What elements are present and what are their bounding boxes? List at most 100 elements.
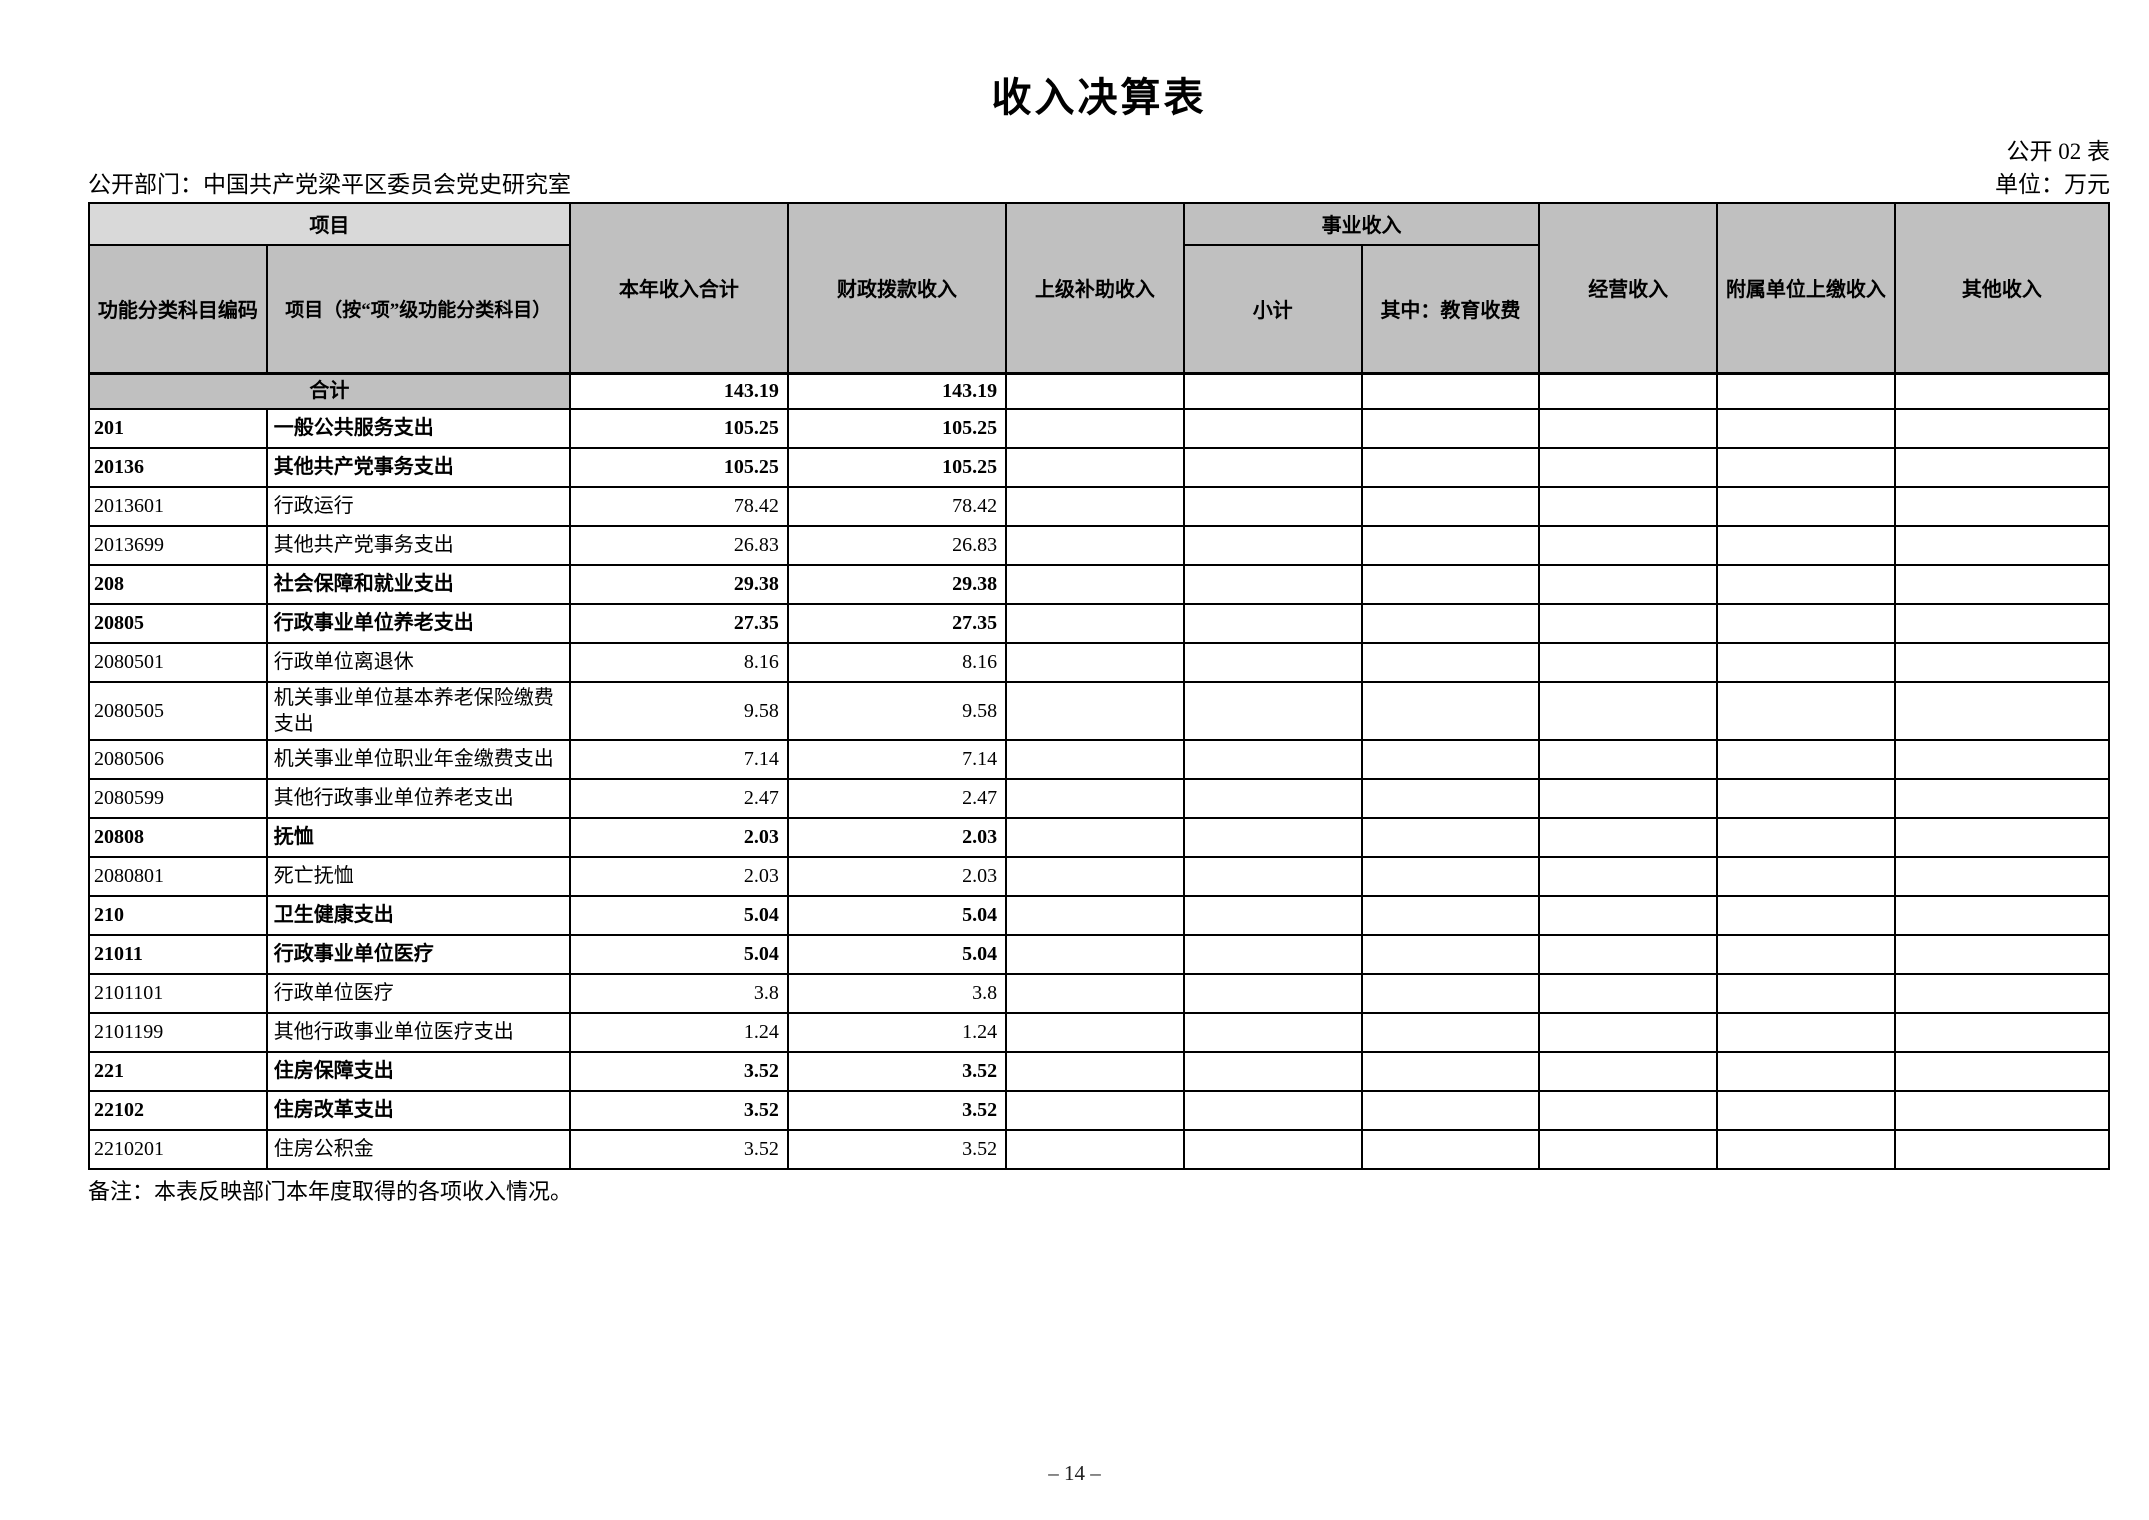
department-label: 公开部门：中国共产党梁平区委员会党史研究室 xyxy=(88,171,571,197)
cell-affiliated xyxy=(1716,894,1896,936)
cell-total: 78.42 xyxy=(568,485,789,527)
table-row: 21011 行政事业单位医疗 5.04 5.04 xyxy=(88,933,2111,975)
cell-subtotal xyxy=(1182,933,1363,975)
cell-other xyxy=(1893,485,2111,527)
cell-affiliated xyxy=(1716,446,1896,488)
cell-total: 3.52 xyxy=(568,1089,789,1131)
cell-function-code: 210 xyxy=(88,894,268,936)
cell-superior xyxy=(1005,1011,1185,1053)
cell-operating xyxy=(1538,894,1719,936)
header-business-income-group: 事业收入 xyxy=(1182,201,1541,246)
cell-superior xyxy=(1005,894,1185,936)
cell-education xyxy=(1360,816,1541,858)
header-total-income: 本年收入合计 xyxy=(568,201,789,374)
cell-fiscal: 2.47 xyxy=(786,777,1008,819)
cell-fiscal: 2.03 xyxy=(786,855,1008,897)
cell-total: 105.25 xyxy=(568,407,789,449)
cell-affiliated xyxy=(1716,933,1896,975)
cell-subtotal xyxy=(1182,1050,1363,1092)
cell-item: 其他行政事业单位医疗支出 xyxy=(265,1011,571,1053)
cell-other xyxy=(1893,1089,2111,1131)
cell-item: 行政事业单位养老支出 xyxy=(265,602,571,644)
cell-education xyxy=(1360,680,1541,741)
cell-superior xyxy=(1005,1128,1185,1170)
table-row: 210 卫生健康支出 5.04 5.04 xyxy=(88,894,2111,936)
cell-function-code: 21011 xyxy=(88,933,268,975)
cell-superior xyxy=(1005,563,1185,605)
cell-superior xyxy=(1005,680,1185,741)
cell-item: 住房改革支出 xyxy=(265,1089,571,1131)
cell-education xyxy=(1360,563,1541,605)
header-function-code: 功能分类科目编码 xyxy=(88,243,268,374)
cell-function-code: 2080501 xyxy=(88,641,268,683)
table-header: 项目 本年收入合计 财政拨款收入 上级补助收入 事业收入 经营收入 附属单位上缴… xyxy=(88,201,2111,374)
cell-function-code: 2101101 xyxy=(88,972,268,1014)
cell-total: 143.19 xyxy=(568,371,789,410)
cell-subtotal xyxy=(1182,563,1363,605)
cell-item: 抚恤 xyxy=(265,816,571,858)
table-row: 2101101 行政单位医疗 3.8 3.8 xyxy=(88,972,2111,1014)
cell-other xyxy=(1893,563,2111,605)
cell-affiliated xyxy=(1716,371,1896,410)
header-affiliated-income: 附属单位上缴收入 xyxy=(1716,201,1896,374)
header-fiscal-income: 财政拨款收入 xyxy=(786,201,1008,374)
page-number: – 14 – xyxy=(1048,1461,1101,1485)
table-row: 22102 住房改革支出 3.52 3.52 xyxy=(88,1089,2111,1131)
header-operating-income: 经营收入 xyxy=(1538,201,1719,374)
cell-operating xyxy=(1538,371,1719,410)
cell-function-code: 208 xyxy=(88,563,268,605)
header-project-group: 项目 xyxy=(88,201,571,246)
cell-operating xyxy=(1538,1011,1719,1053)
cell-other xyxy=(1893,641,2111,683)
table-row: 201 一般公共服务支出 105.25 105.25 xyxy=(88,407,2111,449)
cell-fiscal: 105.25 xyxy=(786,446,1008,488)
cell-affiliated xyxy=(1716,1050,1896,1092)
cell-operating xyxy=(1538,641,1719,683)
cell-subtotal xyxy=(1182,855,1363,897)
cell-education xyxy=(1360,641,1541,683)
cell-superior xyxy=(1005,524,1185,566)
cell-operating xyxy=(1538,855,1719,897)
cell-item: 其他共产党事务支出 xyxy=(265,524,571,566)
cell-superior xyxy=(1005,738,1185,780)
cell-other xyxy=(1893,972,2111,1014)
cell-affiliated xyxy=(1716,407,1896,449)
cell-total: 3.8 xyxy=(568,972,789,1014)
cell-function-code: 2080506 xyxy=(88,738,268,780)
cell-other xyxy=(1893,602,2111,644)
header-subtotal: 小计 xyxy=(1182,243,1363,374)
cell-education xyxy=(1360,1011,1541,1053)
cell-other xyxy=(1893,407,2111,449)
cell-operating xyxy=(1538,1128,1719,1170)
cell-total: 2.47 xyxy=(568,777,789,819)
cell-fiscal: 3.52 xyxy=(786,1050,1008,1092)
unit-label: 单位：万元 xyxy=(1995,171,2110,197)
cell-operating xyxy=(1538,407,1719,449)
cell-affiliated xyxy=(1716,1128,1896,1170)
cell-operating xyxy=(1538,777,1719,819)
cell-item: 机关事业单位基本养老保险缴费支出 xyxy=(265,680,571,741)
cell-education xyxy=(1360,972,1541,1014)
cell-affiliated xyxy=(1716,1011,1896,1053)
cell-other xyxy=(1893,894,2111,936)
cell-total: 7.14 xyxy=(568,738,789,780)
cell-subtotal xyxy=(1182,485,1363,527)
cell-superior xyxy=(1005,777,1185,819)
cell-affiliated xyxy=(1716,641,1896,683)
table-row: 20808 抚恤 2.03 2.03 xyxy=(88,816,2111,858)
table-row: 2101199 其他行政事业单位医疗支出 1.24 1.24 xyxy=(88,1011,2111,1053)
cell-total: 5.04 xyxy=(568,933,789,975)
cell-education xyxy=(1360,371,1541,410)
cell-total: 3.52 xyxy=(568,1128,789,1170)
cell-subtotal xyxy=(1182,680,1363,741)
cell-function-code: 20805 xyxy=(88,602,268,644)
cell-operating xyxy=(1538,563,1719,605)
cell-fiscal: 7.14 xyxy=(786,738,1008,780)
income-table: 项目 本年收入合计 财政拨款收入 上级补助收入 事业收入 经营收入 附属单位上缴… xyxy=(88,201,2111,1170)
cell-subtotal xyxy=(1182,446,1363,488)
cell-item: 社会保障和就业支出 xyxy=(265,563,571,605)
cell-superior xyxy=(1005,407,1185,449)
cell-subtotal xyxy=(1182,407,1363,449)
cell-affiliated xyxy=(1716,855,1896,897)
